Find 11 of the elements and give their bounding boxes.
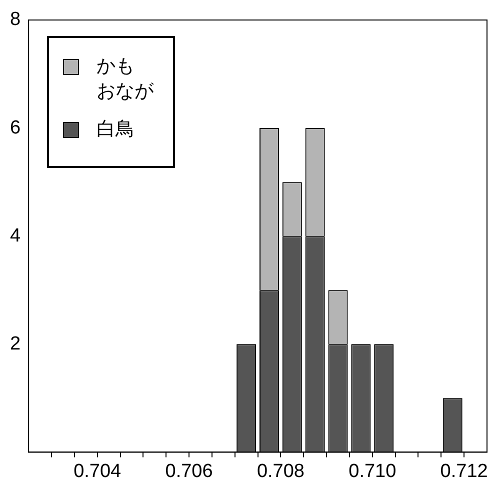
- y-tick-label: 8: [10, 9, 21, 30]
- x-tick-label: 0.712: [440, 460, 488, 482]
- x-tick-label: 0.708: [256, 460, 304, 482]
- x-tick-label: 0.706: [165, 460, 213, 482]
- legend-label: かもおなが: [96, 54, 155, 104]
- x-tick-label: 0.704: [74, 460, 122, 482]
- y-tick-label: 2: [10, 333, 21, 354]
- legend-label: 白鳥: [96, 117, 136, 142]
- y-tick-label: 4: [10, 225, 21, 246]
- x-tick-label: 0.710: [348, 460, 396, 482]
- y-tick-label: 6: [10, 117, 21, 138]
